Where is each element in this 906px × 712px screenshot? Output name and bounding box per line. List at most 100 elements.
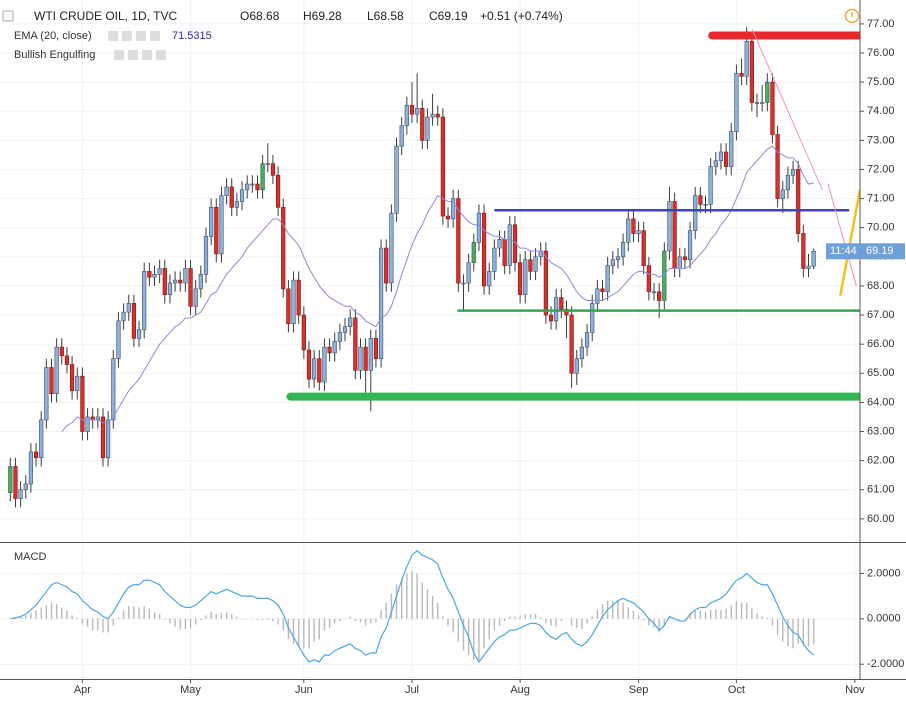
candle-body — [636, 230, 641, 234]
histogram-bar — [591, 616, 593, 619]
alert-icon[interactable] — [844, 8, 860, 24]
candle-body — [306, 349, 312, 380]
histogram-bar — [411, 571, 413, 619]
candle-body — [677, 256, 682, 269]
histogram-bar — [540, 617, 542, 619]
candle-body — [533, 256, 538, 272]
histogram-bar — [709, 609, 712, 619]
candle-body — [198, 273, 203, 290]
histogram-bar — [390, 593, 393, 619]
candle-body — [554, 297, 559, 322]
candle-body — [234, 201, 239, 208]
candle-body — [358, 346, 363, 371]
settings-icon[interactable] — [128, 50, 138, 60]
histogram-bar — [663, 618, 666, 626]
candle-body — [75, 375, 80, 392]
histogram-bar — [385, 602, 387, 619]
histogram-bar — [637, 615, 640, 619]
candle-body — [621, 241, 626, 258]
candle-body — [44, 367, 49, 421]
candle-body — [281, 207, 286, 290]
candle-body — [59, 346, 64, 357]
settings-icon[interactable] — [150, 31, 160, 41]
histogram-bar — [231, 614, 233, 619]
histogram-bar — [766, 617, 769, 619]
y-tick-label: 2.0000 — [867, 567, 901, 579]
histogram-bar — [812, 618, 815, 644]
candle-body — [584, 332, 590, 348]
candle-body — [33, 451, 39, 459]
countdown-label: 11:44 — [830, 245, 857, 257]
ema-line — [61, 145, 814, 432]
collapse-icon[interactable] — [2, 10, 14, 22]
y-tick-label: 77.00 — [867, 18, 895, 30]
histogram-bar — [359, 618, 362, 623]
histogram-bar — [30, 613, 32, 619]
settings-icon[interactable] — [108, 31, 118, 41]
histogram-bar — [194, 618, 197, 625]
candle-body — [239, 189, 245, 202]
histogram-bar — [370, 618, 372, 624]
histogram-bar — [648, 618, 650, 626]
candle-body — [559, 297, 564, 310]
candle-body — [492, 247, 497, 272]
histogram-bar — [241, 618, 243, 620]
histogram-bar — [76, 617, 78, 619]
histogram-bar — [483, 618, 485, 649]
x-tick-label: Aug — [510, 684, 530, 696]
candle-body — [765, 81, 770, 103]
histogram-bar — [86, 618, 89, 627]
settings-icon[interactable] — [136, 31, 146, 41]
settings-icon[interactable] — [156, 50, 166, 60]
histogram-bar — [277, 618, 279, 625]
histogram-bar — [303, 618, 305, 649]
histogram-bar — [200, 618, 202, 620]
histogram-bar — [792, 618, 794, 649]
histogram-bar — [50, 602, 53, 619]
high-value: H69.28 — [303, 9, 342, 23]
y-tick-label: 65.00 — [867, 367, 895, 379]
histogram-bar — [143, 606, 145, 619]
candle-body — [157, 268, 162, 275]
candle-body — [626, 218, 631, 243]
candle-body — [461, 282, 466, 285]
histogram-bar — [488, 618, 490, 640]
candle-body — [80, 375, 85, 432]
histogram-bar — [102, 618, 104, 633]
candle-body — [502, 239, 507, 266]
histogram-bar — [117, 617, 120, 619]
histogram-bar — [189, 618, 192, 628]
candle-body — [214, 207, 219, 255]
close-value: C69.19 — [429, 9, 468, 23]
histogram-bar — [55, 604, 58, 619]
candle-body — [425, 116, 430, 141]
candle-body — [193, 288, 198, 307]
axis-layer: 60.00 61.00 62.00 63.00 64.00 65.00 66.00 67.00… — [0, 0, 906, 696]
histogram-bar — [406, 573, 408, 619]
candle-body — [209, 207, 214, 237]
histogram-bar — [153, 612, 156, 619]
settings-icon[interactable] — [122, 31, 132, 41]
candle-body — [435, 113, 440, 118]
candle-body — [327, 346, 332, 354]
candle-body — [651, 291, 657, 294]
histogram-bar — [97, 618, 99, 631]
y-tick-label: 62.00 — [867, 455, 895, 467]
y-tick-label: 60.00 — [867, 513, 895, 525]
candle-body — [672, 201, 677, 269]
histogram-bar — [184, 618, 187, 630]
histogram-bar — [416, 573, 418, 619]
settings-icon[interactable] — [114, 50, 124, 60]
candle-body — [595, 288, 600, 304]
histogram-bar — [668, 617, 671, 619]
histogram-bar — [503, 618, 506, 622]
settings-icon[interactable] — [142, 50, 152, 60]
histogram-bar — [612, 600, 614, 619]
candle-body — [718, 151, 724, 162]
candle-body — [131, 303, 136, 339]
histogram-bar — [138, 607, 140, 619]
histogram-bar — [807, 618, 810, 647]
histogram-bar — [643, 618, 645, 620]
